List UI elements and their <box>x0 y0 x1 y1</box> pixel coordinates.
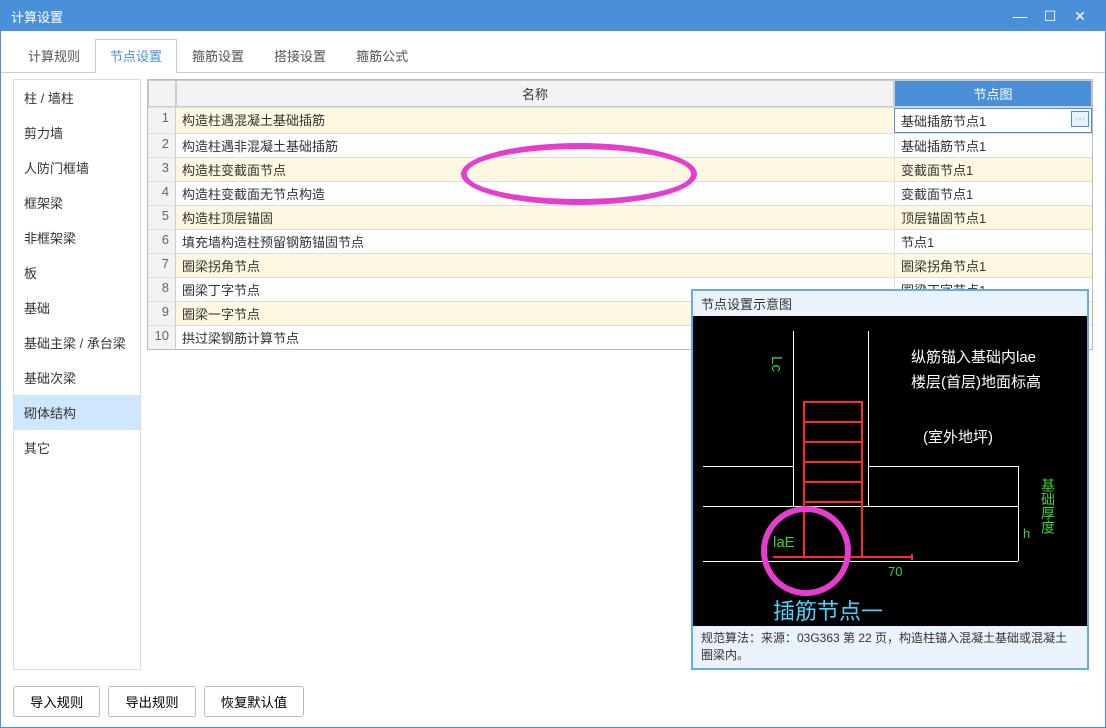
row-name: 构造柱变截面节点 <box>176 158 894 181</box>
label-thickness: 基础厚度 <box>1038 478 1058 534</box>
diagram-rebar <box>803 421 863 423</box>
col-name: 名称 <box>176 80 894 107</box>
row-number: 9 <box>148 302 176 325</box>
diagram-rebar <box>911 554 913 560</box>
table-row[interactable]: 7圈梁拐角节点圈梁拐角节点1 <box>148 253 1092 277</box>
row-node-cell[interactable]: 基础插筋节点1⋯ <box>894 108 1092 133</box>
diagram-line <box>793 331 794 506</box>
sidebar-item[interactable]: 其它 <box>14 430 140 465</box>
col-num <box>148 80 176 107</box>
sidebar-item[interactable]: 砌体结构 <box>14 395 140 430</box>
diagram-line <box>1018 466 1019 561</box>
import-rules-button[interactable]: 导入规则 <box>13 686 100 717</box>
diagram-line <box>868 331 869 506</box>
preview-panel: 节点设置示意图 <box>691 289 1089 670</box>
preview-title: 节点设置示意图 <box>693 291 1087 316</box>
row-number: 4 <box>148 182 176 205</box>
row-node-cell[interactable]: 变截面节点1 <box>894 182 1092 205</box>
label-anchor: 纵筋锚入基础内lae <box>911 346 1036 367</box>
sidebar-item[interactable]: 框架梁 <box>14 185 140 220</box>
label-outdoor: (室外地坪) <box>923 426 993 447</box>
export-rules-button[interactable]: 导出规则 <box>108 686 195 717</box>
annotation-circle-2 <box>761 506 851 596</box>
diagram-rebar <box>861 401 863 556</box>
row-number: 1 <box>148 108 176 133</box>
close-button[interactable]: ✕ <box>1065 8 1095 25</box>
row-number: 8 <box>148 278 176 301</box>
sidebar-item[interactable]: 基础 <box>14 290 140 325</box>
maximize-button[interactable]: ☐ <box>1035 8 1065 25</box>
sidebar-item[interactable]: 板 <box>14 255 140 290</box>
row-name: 填充墙构造柱预留钢筋锚固节点 <box>176 230 894 253</box>
sidebar: 柱 / 墙柱剪力墙人防门框墙框架梁非框架梁板基础基础主梁 / 承台梁基础次梁砌体… <box>13 79 141 670</box>
table-row[interactable]: 1构造柱遇混凝土基础插筋基础插筋节点1⋯ <box>148 107 1092 133</box>
diagram-rebar <box>803 441 863 443</box>
sidebar-item[interactable]: 非框架梁 <box>14 220 140 255</box>
table-header: 名称 节点图 <box>148 80 1092 107</box>
row-node-cell[interactable]: 顶层锚固节点1 <box>894 206 1092 229</box>
titlebar: 计算设置 — ☐ ✕ <box>1 1 1105 31</box>
reset-defaults-button[interactable]: 恢复默认值 <box>204 686 305 717</box>
tab-node-settings[interactable]: 节点设置 <box>95 39 177 73</box>
window-title: 计算设置 <box>11 7 1005 26</box>
app-window: 计算设置 — ☐ ✕ 计算规则 节点设置 箍筋设置 搭接设置 箍筋公式 柱 / … <box>0 0 1106 728</box>
row-number: 7 <box>148 254 176 277</box>
row-name: 构造柱顶层锚固 <box>176 206 894 229</box>
minimize-button[interactable]: — <box>1005 8 1035 24</box>
label-lc: Lc <box>768 356 785 372</box>
diagram-line <box>703 561 1018 562</box>
diagram-line <box>703 466 793 467</box>
diagram-rebar <box>803 461 863 463</box>
label-70: 70 <box>888 564 902 579</box>
sidebar-item[interactable]: 剪力墙 <box>14 115 140 150</box>
sidebar-item[interactable]: 基础主梁 / 承台梁 <box>14 325 140 360</box>
preview-canvas: Lc 纵筋锚入基础内lae 楼层(首层)地面标高 (室外地坪) laE 70 基… <box>693 316 1087 626</box>
row-number: 2 <box>148 134 176 157</box>
diagram-line <box>793 506 1018 507</box>
tab-calc-rules[interactable]: 计算规则 <box>13 39 95 72</box>
sidebar-item[interactable]: 人防门框墙 <box>14 150 140 185</box>
row-node-cell[interactable]: 基础插筋节点1 <box>894 134 1092 157</box>
tab-stirrup-settings[interactable]: 箍筋设置 <box>177 39 259 72</box>
diagram-line <box>703 506 793 507</box>
table-row[interactable]: 6填充墙构造柱预留钢筋锚固节点节点1 <box>148 229 1092 253</box>
sidebar-item[interactable]: 基础次梁 <box>14 360 140 395</box>
table-row[interactable]: 3构造柱变截面节点变截面节点1 <box>148 157 1092 181</box>
ellipsis-button[interactable]: ⋯ <box>1071 111 1089 127</box>
row-node-cell[interactable]: 节点1 <box>894 230 1092 253</box>
tab-lap-settings[interactable]: 搭接设置 <box>259 39 341 72</box>
row-name: 构造柱变截面无节点构造 <box>176 182 894 205</box>
row-number: 5 <box>148 206 176 229</box>
label-bottom-title: 插筋节点一 <box>773 594 883 626</box>
row-number: 6 <box>148 230 176 253</box>
tab-stirrup-formula[interactable]: 箍筋公式 <box>341 39 423 72</box>
diagram-rebar <box>803 401 863 403</box>
row-node-cell[interactable]: 圈梁拐角节点1 <box>894 254 1092 277</box>
table-row[interactable]: 4构造柱变截面无节点构造变截面节点1 <box>148 181 1092 205</box>
row-name: 构造柱遇混凝土基础插筋 <box>176 108 894 133</box>
row-number: 10 <box>148 326 176 349</box>
row-node-cell[interactable]: 变截面节点1 <box>894 158 1092 181</box>
diagram-line <box>868 466 1018 467</box>
table-row[interactable]: 2构造柱遇非混凝土基础插筋基础插筋节点1 <box>148 133 1092 157</box>
col-node[interactable]: 节点图 <box>894 80 1092 107</box>
sidebar-item[interactable]: 柱 / 墙柱 <box>14 80 140 115</box>
diagram-rebar <box>803 501 863 503</box>
diagram-rebar <box>803 481 863 483</box>
row-name: 圈梁拐角节点 <box>176 254 894 277</box>
footer: 导入规则 导出规则 恢复默认值 <box>1 676 1105 727</box>
main-tabs: 计算规则 节点设置 箍筋设置 搭接设置 箍筋公式 <box>1 31 1105 73</box>
row-number: 3 <box>148 158 176 181</box>
content-body: 柱 / 墙柱剪力墙人防门框墙框架梁非框架梁板基础基础主梁 / 承台梁基础次梁砌体… <box>1 73 1105 676</box>
label-h: h <box>1023 526 1030 541</box>
label-floor: 楼层(首层)地面标高 <box>911 371 1041 392</box>
row-name: 构造柱遇非混凝土基础插筋 <box>176 134 894 157</box>
table-row[interactable]: 5构造柱顶层锚固顶层锚固节点1 <box>148 205 1092 229</box>
preview-caption: 规范算法：来源：03G363 第 22 页，构造柱锚入混凝土基础或混凝土圈梁内。 <box>693 626 1087 668</box>
